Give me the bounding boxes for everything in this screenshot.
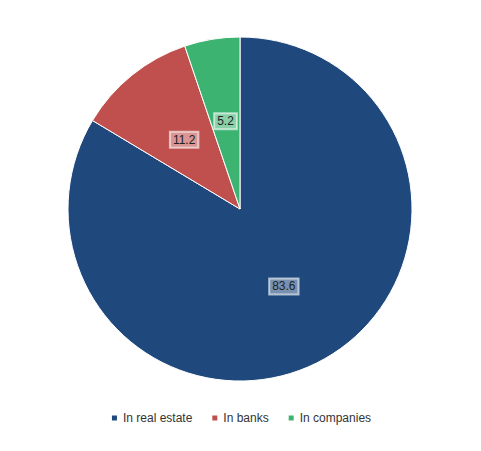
svg-text:11.2: 11.2 [173,133,196,147]
svg-text:In real estate: In real estate [123,411,193,425]
svg-text:In banks: In banks [223,411,268,425]
svg-text:In companies: In companies [300,411,371,425]
svg-text:5.2: 5.2 [217,114,234,128]
svg-text:83.6: 83.6 [272,279,296,293]
